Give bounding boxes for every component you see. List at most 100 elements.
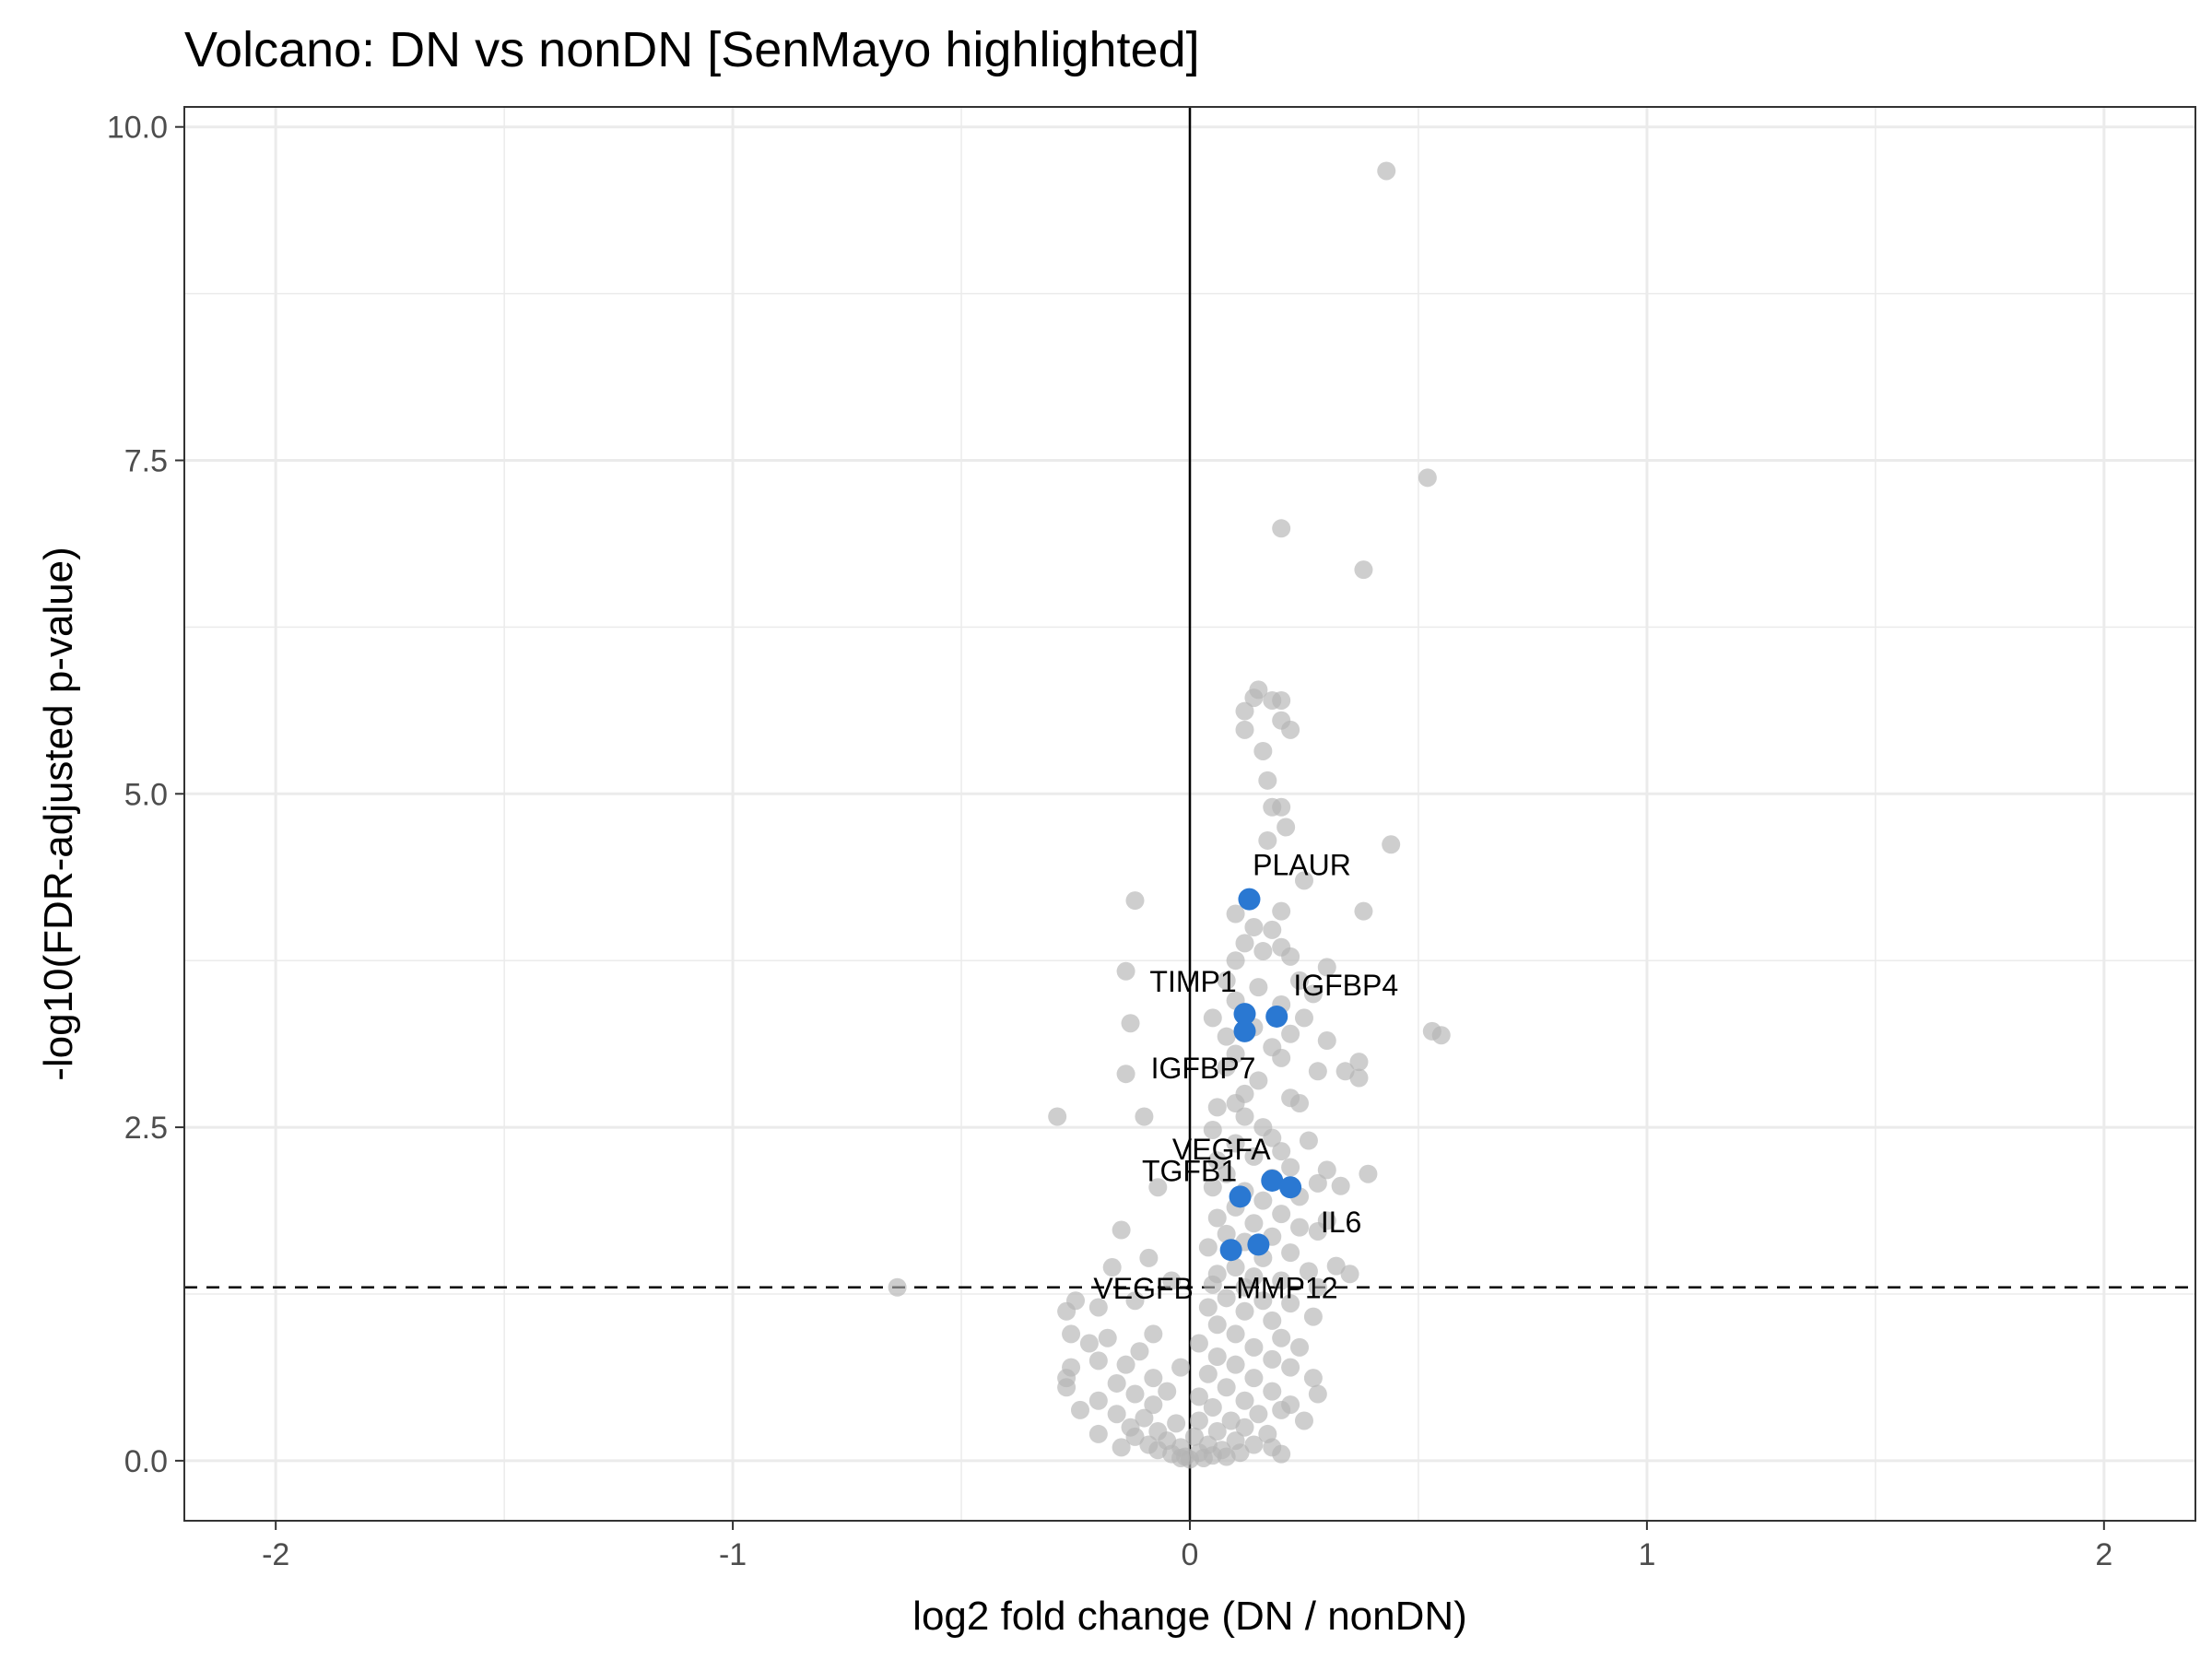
data-point	[1308, 1173, 1327, 1193]
data-point	[1244, 1337, 1264, 1357]
data-point	[1277, 818, 1296, 837]
data-point	[1299, 1262, 1318, 1281]
data-point	[1184, 1427, 1204, 1446]
data-point	[1171, 1448, 1191, 1467]
data-point	[1272, 1400, 1291, 1419]
data-point	[1244, 918, 1264, 937]
gene-label-timp1: TIMP1	[1149, 965, 1236, 998]
data-point	[1382, 835, 1401, 854]
data-point	[1207, 1098, 1227, 1117]
data-point	[1198, 1238, 1218, 1257]
data-point	[1062, 1324, 1081, 1344]
highlighted-point-igfbp4	[1265, 1005, 1288, 1028]
x-tick-label: -1	[719, 1537, 747, 1572]
data-point	[1349, 1053, 1369, 1072]
data-point	[1258, 830, 1277, 850]
y-tick-label: 5.0	[124, 777, 168, 812]
data-point	[1167, 1414, 1186, 1433]
data-point	[1244, 1369, 1264, 1388]
background-points	[888, 161, 1451, 1469]
data-point	[1290, 1337, 1310, 1357]
reference-lines	[184, 107, 2195, 1521]
data-point	[1226, 951, 1245, 971]
data-point	[1281, 1358, 1300, 1377]
data-point	[1057, 1378, 1077, 1397]
data-point	[1207, 1151, 1227, 1171]
highlighted-point-vegfb	[1219, 1239, 1242, 1262]
data-point	[1207, 1422, 1227, 1441]
highlighted-points	[1219, 888, 1302, 1262]
data-point	[1340, 1265, 1359, 1284]
data-point	[1116, 1355, 1135, 1374]
gene-label-vegfb: VEGFB	[1093, 1272, 1193, 1305]
data-point	[1235, 701, 1254, 721]
data-point	[1272, 711, 1291, 730]
data-point	[1235, 934, 1254, 953]
data-point	[1226, 1258, 1245, 1277]
data-point	[1253, 942, 1273, 961]
data-point	[1281, 947, 1300, 966]
data-point	[1171, 1358, 1191, 1377]
data-point	[1359, 1164, 1378, 1183]
highlighted-point-mmp12	[1247, 1233, 1270, 1256]
data-point	[1263, 1382, 1282, 1401]
data-point	[1088, 1298, 1108, 1317]
data-point	[1235, 1418, 1254, 1437]
data-point	[1226, 904, 1245, 924]
data-point	[1317, 1031, 1336, 1051]
data-point	[1226, 1044, 1245, 1064]
data-point	[1272, 519, 1291, 538]
data-point	[1244, 688, 1264, 708]
data-point	[1317, 958, 1336, 977]
data-point	[1203, 1008, 1222, 1028]
data-point	[1272, 1142, 1291, 1161]
data-point	[1249, 1405, 1268, 1424]
data-point	[1116, 961, 1135, 981]
data-point	[1349, 1068, 1369, 1088]
data-point	[1107, 1373, 1126, 1393]
data-point	[1217, 1378, 1236, 1397]
data-point	[1281, 1294, 1300, 1313]
data-point	[1335, 1062, 1355, 1081]
data-point	[1217, 1224, 1236, 1243]
data-point	[1303, 1369, 1323, 1388]
data-point	[1377, 161, 1396, 181]
data-point	[1308, 1062, 1327, 1081]
data-point	[1125, 1427, 1145, 1446]
data-point	[1272, 901, 1291, 921]
data-point	[1308, 1221, 1327, 1241]
data-point	[1226, 1094, 1245, 1113]
data-point	[1317, 1160, 1336, 1180]
y-tick-label: 2.5	[124, 1111, 168, 1146]
data-point	[1125, 1291, 1145, 1311]
data-point	[1107, 1405, 1126, 1424]
data-point	[1431, 1026, 1451, 1045]
data-point	[1354, 901, 1373, 921]
data-point	[1331, 1176, 1350, 1195]
data-point	[1290, 971, 1310, 990]
data-point	[1102, 1258, 1122, 1277]
data-point	[1112, 1220, 1131, 1240]
gene-label-igfbp7: IGFBP7	[1151, 1052, 1256, 1085]
y-axis: 0.0 2.5 5.0 7.5 10.0	[107, 111, 184, 1479]
data-point	[1308, 1277, 1327, 1297]
highlighted-point-igfbp7	[1233, 1019, 1256, 1042]
highlighted-point-plaur	[1238, 888, 1261, 911]
chart-title: Volcano: DN vs nonDN [SenMayo highlighte…	[184, 22, 1200, 77]
data-point	[1217, 1447, 1236, 1466]
data-point	[1263, 920, 1282, 939]
data-point	[1290, 1218, 1310, 1237]
data-point	[1217, 1288, 1236, 1308]
x-tick-label: 2	[2095, 1537, 2112, 1572]
data-point	[1294, 1008, 1313, 1028]
data-point	[1253, 741, 1273, 760]
data-point	[1217, 1027, 1236, 1046]
gene-label-igfbp4: IGFBP4	[1293, 969, 1398, 1002]
data-point	[1070, 1400, 1089, 1419]
data-point	[1249, 978, 1268, 997]
x-tick-label: -2	[262, 1537, 289, 1572]
data-point	[1303, 984, 1323, 1004]
gene-label-tgfb1: TGFB1	[1142, 1154, 1237, 1187]
data-point	[1112, 1438, 1131, 1457]
